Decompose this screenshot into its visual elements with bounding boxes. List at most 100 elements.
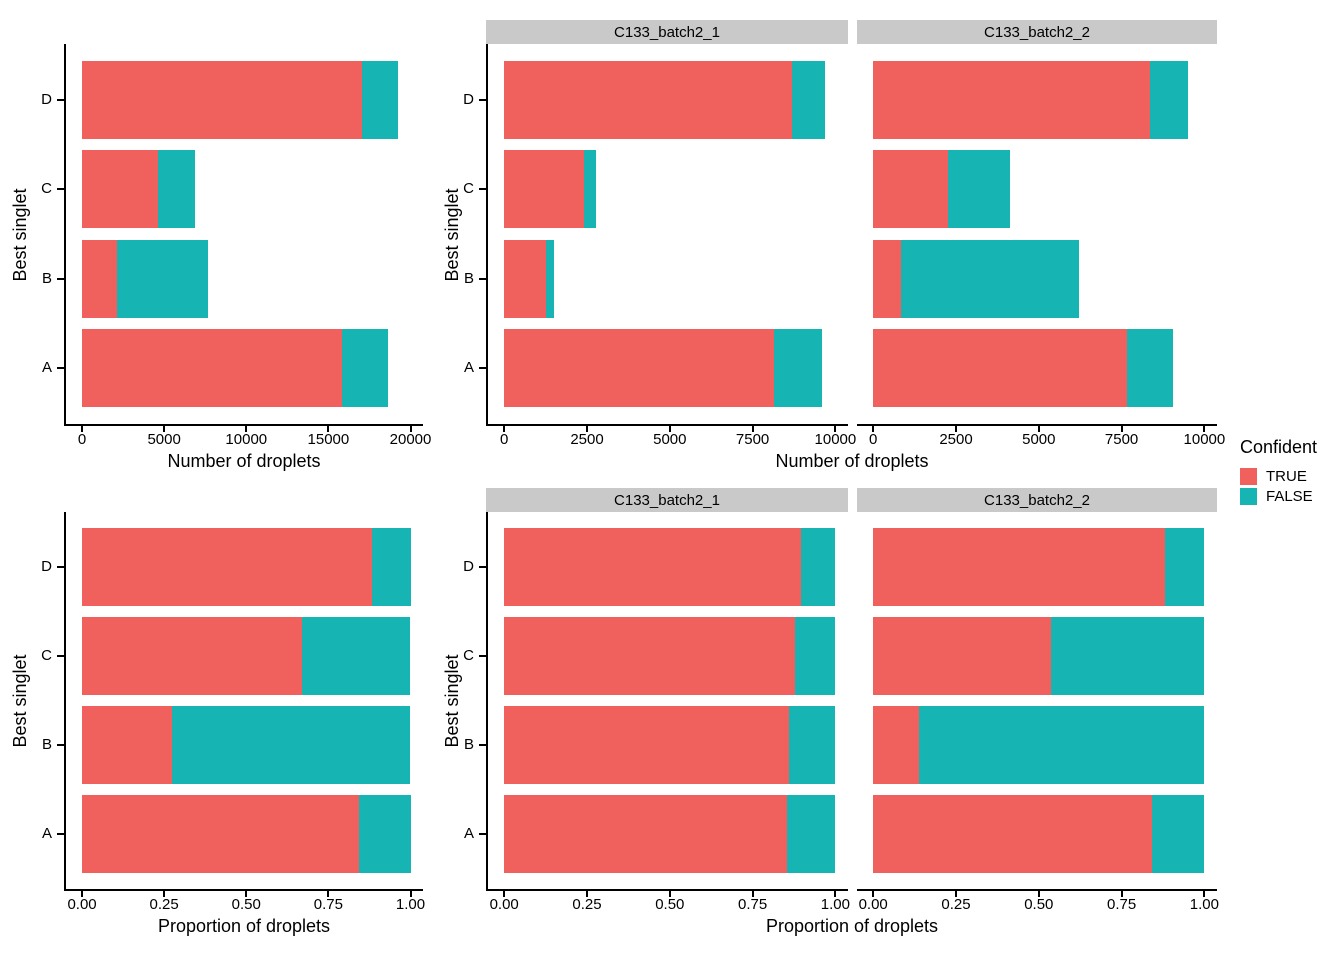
x-tick-label: 5000	[147, 431, 181, 448]
y-axis-title: Best singlet	[10, 654, 30, 748]
y-tick-mark	[479, 655, 486, 658]
bar-prop-batch2-C-true	[873, 617, 1052, 696]
x-tick-label: 0.00	[858, 896, 888, 913]
x-tick-mark	[327, 426, 330, 432]
x-tick-label: 0.75	[313, 896, 343, 913]
x-tick-mark	[586, 426, 588, 432]
bar-counts-batch1-A-false	[774, 329, 823, 408]
y-tick-label: D	[463, 558, 474, 576]
x-tick-mark	[751, 426, 754, 432]
y-tick-mark	[57, 655, 64, 658]
bar-prop-batch1-B-false	[789, 705, 836, 784]
y-tick-label: C	[463, 180, 474, 198]
y-tick-label: C	[41, 180, 52, 198]
bar-counts-batch1-D-false	[792, 60, 826, 139]
y-tick-label: A	[41, 359, 52, 377]
x-tick-mark	[668, 891, 671, 897]
bar-counts-batch2-A-false	[1126, 329, 1173, 408]
y-axis-title: Best singlet	[10, 188, 30, 282]
y-tick-mark	[479, 277, 486, 280]
bar-prop-all-D-false	[371, 528, 411, 607]
bar-prop-batch2-A-false	[1152, 794, 1205, 873]
x-axis-line	[486, 424, 848, 426]
x-tick-mark	[163, 426, 166, 432]
y-tick-mark	[57, 277, 64, 280]
legend-swatch-true-icon	[1240, 467, 1257, 485]
bar-prop-batch2-A-true	[873, 794, 1153, 873]
legend-title: Confident	[1240, 437, 1318, 457]
y-tick-label: C	[41, 647, 52, 665]
bar-prop-all-C-true	[82, 617, 303, 696]
x-tick-label: 0.00	[67, 896, 97, 913]
bar-prop-all-B-false	[172, 705, 411, 784]
x-tick-label: 0.75	[737, 896, 768, 913]
bar-counts-batch2-C-false	[947, 150, 1010, 229]
x-tick-mark	[245, 891, 248, 897]
x-tick-mark	[834, 426, 837, 432]
x-tick-mark	[668, 426, 671, 432]
bar-counts-batch1-D-true	[504, 60, 793, 139]
bar-prop-batch1-D-false	[801, 528, 836, 607]
bar-prop-batch1-D-true	[504, 528, 802, 607]
x-tick-mark	[834, 891, 837, 897]
legend-label-false: FALSE	[1266, 487, 1313, 505]
x-tick-mark	[1203, 426, 1206, 432]
x-tick-label: 0.25	[572, 896, 602, 913]
x-tick-label: 5000	[653, 431, 687, 448]
x-tick-mark	[872, 426, 875, 432]
y-tick-mark	[479, 743, 486, 746]
x-tick-mark	[751, 891, 754, 897]
x-tick-mark	[409, 891, 412, 897]
y-tick-label: A	[463, 824, 474, 842]
x-tick-mark	[955, 426, 957, 432]
bar-prop-batch1-C-true	[504, 617, 795, 696]
x-tick-label: 10000	[225, 431, 268, 448]
x-tick-label: 2500	[570, 431, 604, 448]
y-axis-title: Best singlet	[442, 654, 462, 748]
x-tick-label: 0.00	[489, 896, 519, 913]
y-tick-label: B	[463, 735, 474, 753]
x-tick-label: 10000	[1183, 431, 1226, 448]
x-tick-label: 1.00	[1189, 896, 1219, 913]
bar-counts-all-D-true	[82, 60, 363, 139]
bar-prop-batch2-D-true	[873, 528, 1166, 607]
y-axis-title: Best singlet	[442, 188, 462, 282]
x-tick-label: 0.50	[231, 896, 261, 913]
legend: Confident TRUE FALSE	[1240, 437, 1317, 506]
bar-prop-batch1-C-false	[794, 617, 836, 696]
x-tick-mark	[81, 891, 84, 897]
x-tick-label: 0.50	[655, 896, 685, 913]
x-axis-line	[486, 889, 848, 891]
bar-counts-batch2-D-true	[873, 60, 1150, 139]
bar-counts-batch2-B-true	[873, 239, 902, 318]
y-tick-label: D	[41, 558, 52, 576]
x-tick-label: 0.75	[1106, 896, 1137, 913]
bar-counts-all-C-false	[158, 150, 196, 229]
bar-counts-all-B-true	[82, 239, 117, 318]
x-tick-label: 0.50	[1024, 896, 1054, 913]
x-tick-mark	[409, 426, 412, 432]
y-tick-label: B	[41, 735, 52, 753]
x-axis-title: Proportion of droplets	[765, 916, 939, 936]
facet-strip: C133_batch2_1	[486, 488, 848, 512]
x-tick-mark	[503, 426, 506, 432]
y-tick-label: A	[463, 359, 474, 377]
x-axis-line	[857, 889, 1217, 891]
y-tick-mark	[57, 743, 64, 746]
x-tick-label: 10000	[814, 431, 857, 448]
y-tick-mark	[57, 566, 64, 569]
x-tick-label: 1.00	[820, 896, 850, 913]
y-tick-mark	[479, 566, 486, 569]
x-tick-label: 20000	[389, 431, 432, 448]
x-tick-label: 0	[77, 431, 87, 448]
x-axis-line	[64, 424, 423, 426]
y-tick-label: B	[463, 269, 474, 287]
x-tick-label: 5000	[1022, 431, 1056, 448]
bar-counts-batch1-C-false	[583, 150, 597, 229]
facet-strip: C133_batch2_2	[857, 488, 1217, 512]
x-axis-line	[857, 424, 1217, 426]
x-tick-mark	[1120, 426, 1123, 432]
bar-prop-all-D-true	[82, 528, 372, 607]
legend-item-true: TRUE	[1240, 466, 1317, 486]
